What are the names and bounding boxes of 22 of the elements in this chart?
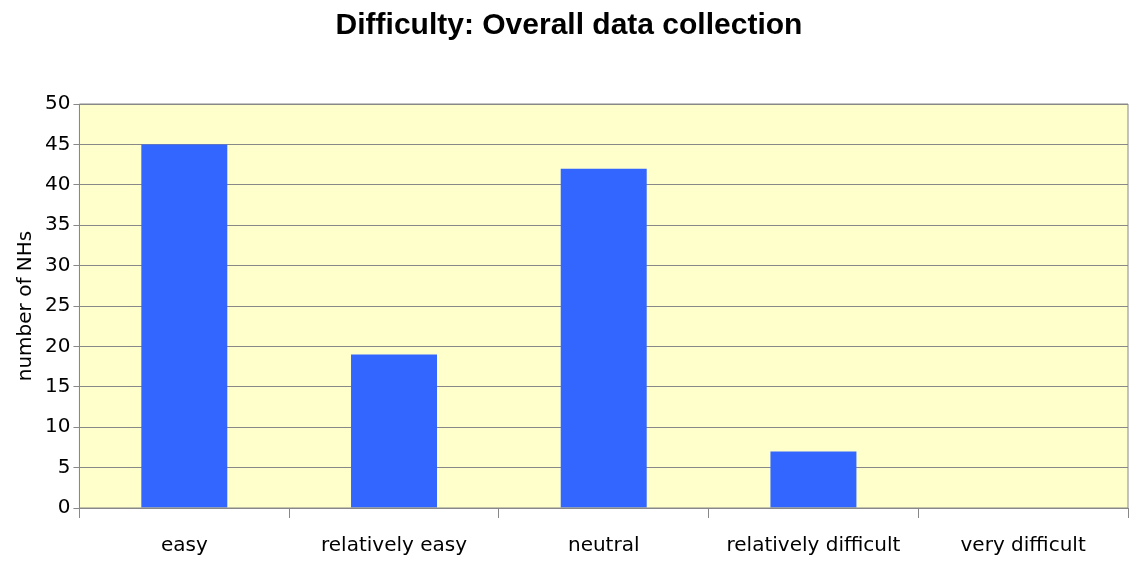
y-tick-label: 0 [57,494,71,519]
y-tick-label: 50 [45,90,71,115]
bar [770,451,857,508]
y-tick-label: 5 [57,453,71,478]
y-tick-label: 30 [45,251,71,276]
y-tick-label: 20 [45,332,71,357]
y-tick-label: 40 [45,171,71,195]
chart-title: Difficulty: Overall data collection [335,7,803,41]
y-tick-label: 25 [45,292,71,317]
x-tick-label: very difficult [960,532,1086,557]
x-tick-label: neutral [567,532,640,557]
y-tick-label: 10 [45,413,71,438]
bar [560,168,647,508]
x-tick-label: relatively easy [321,532,468,557]
bar [141,144,228,508]
y-axis-title: number of NHs [12,230,37,382]
x-tick-label: easy [160,532,208,557]
y-tick-label: 35 [45,211,71,236]
y-tick-label: 45 [45,130,71,155]
x-tick-label: relatively difficult [726,532,901,557]
bar [351,354,438,508]
y-tick-label: 15 [45,373,71,397]
